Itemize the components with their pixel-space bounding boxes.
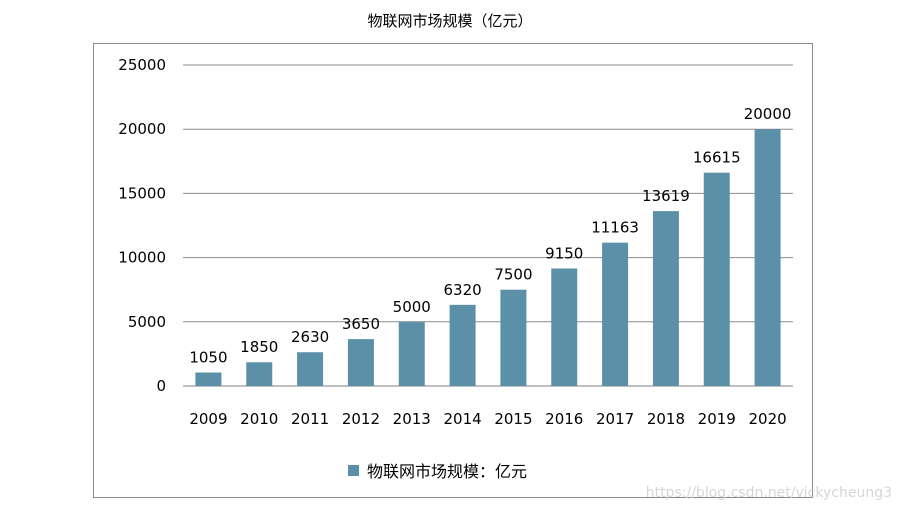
watermark: https://blog.csdn.net/vickycheung3 bbox=[645, 485, 892, 501]
bar bbox=[602, 242, 629, 386]
x-tick-label: 2017 bbox=[596, 410, 634, 428]
data-label: 9150 bbox=[545, 245, 583, 263]
data-label: 11163 bbox=[591, 219, 639, 237]
bar bbox=[551, 268, 578, 386]
y-tick-label: 20000 bbox=[118, 120, 166, 138]
y-tick-label: 15000 bbox=[118, 184, 166, 202]
bar bbox=[754, 129, 781, 386]
x-tick-label: 2013 bbox=[393, 410, 431, 428]
legend-label: 物联网市场规模：亿元 bbox=[367, 462, 528, 481]
x-tick-label: 2018 bbox=[647, 410, 685, 428]
x-tick-label: 2016 bbox=[545, 410, 583, 428]
bar bbox=[297, 352, 324, 386]
x-tick-label: 2010 bbox=[240, 410, 278, 428]
data-label: 16615 bbox=[693, 149, 741, 167]
x-tick-label: 2020 bbox=[748, 410, 786, 428]
data-label: 1050 bbox=[189, 349, 227, 367]
data-label: 13619 bbox=[642, 187, 690, 205]
data-label: 1850 bbox=[240, 338, 278, 356]
y-tick-label: 25000 bbox=[118, 56, 166, 74]
x-tick-label: 2015 bbox=[494, 410, 532, 428]
chart-frame bbox=[93, 43, 813, 498]
y-tick-label: 0 bbox=[156, 377, 166, 395]
bar bbox=[449, 304, 476, 386]
bar bbox=[195, 372, 222, 386]
data-label: 6320 bbox=[443, 281, 481, 299]
legend-swatch bbox=[348, 464, 359, 476]
bar bbox=[246, 362, 273, 386]
x-tick-label: 2011 bbox=[291, 410, 329, 428]
data-label: 20000 bbox=[744, 105, 792, 123]
x-tick-label: 2019 bbox=[698, 410, 736, 428]
x-tick-label: 2012 bbox=[342, 410, 380, 428]
data-label: 2630 bbox=[291, 328, 329, 346]
bar bbox=[652, 211, 679, 386]
bar bbox=[398, 321, 425, 386]
data-label: 3650 bbox=[342, 315, 380, 333]
x-tick-label: 2014 bbox=[443, 410, 481, 428]
bar bbox=[500, 289, 527, 386]
data-label: 7500 bbox=[494, 266, 532, 284]
x-tick-label: 2009 bbox=[189, 410, 227, 428]
legend: 物联网市场规模：亿元 bbox=[348, 458, 527, 482]
bar bbox=[347, 339, 374, 386]
bar bbox=[703, 172, 730, 386]
chart-title: 物联网市场规模（亿元） bbox=[367, 12, 533, 30]
y-tick-label: 10000 bbox=[118, 249, 166, 267]
y-tick-label: 5000 bbox=[128, 313, 166, 331]
data-label: 5000 bbox=[393, 298, 431, 316]
